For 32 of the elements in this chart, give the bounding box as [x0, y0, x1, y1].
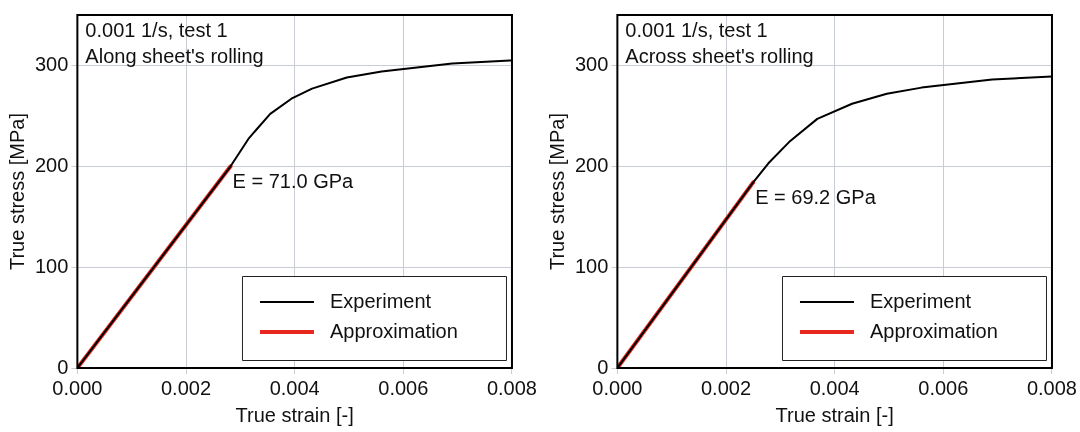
x-tick-label: 0.008	[486, 376, 538, 399]
y-tick-label: 200	[574, 153, 609, 176]
x-axis-title: True strain [-]	[235, 403, 354, 426]
y-tick-label: 300	[34, 52, 69, 75]
y-tick-label: 0	[597, 355, 609, 378]
y-tick-label: 0	[57, 355, 69, 378]
x-tick-label: 0.000	[52, 376, 103, 399]
y-tick-label: 100	[574, 254, 609, 277]
legend-label: Approximation	[329, 319, 458, 342]
annotation: E = 71.0 GPa	[232, 169, 355, 192]
y-tick-label: 200	[34, 153, 69, 176]
x-tick-label: 0.000	[592, 376, 643, 399]
y-tick-label: 300	[574, 52, 609, 75]
x-tick-label: 0.004	[269, 376, 320, 399]
annotation: E = 69.2 GPa	[755, 185, 877, 208]
x-tick-label: 0.002	[160, 376, 212, 399]
y-tick-label: 100	[34, 254, 69, 277]
x-tick-label: 0.006	[918, 376, 969, 399]
y-axis-title: True stress [MPa]	[5, 112, 28, 271]
x-tick-label: 0.004	[809, 376, 860, 399]
annotation: 0.001 1/s, test 1	[625, 18, 768, 41]
x-tick-label: 0.002	[700, 376, 752, 399]
x-tick-label: 0.006	[378, 376, 429, 399]
x-tick-label: 0.008	[1026, 376, 1078, 399]
legend-label: Experiment	[869, 289, 972, 312]
legend-label: Approximation	[869, 319, 998, 342]
legend-label: Experiment	[329, 289, 432, 312]
annotation: Along sheet's rolling	[85, 44, 264, 67]
annotation: 0.001 1/s, test 1	[85, 18, 228, 41]
x-axis-title: True strain [-]	[775, 403, 894, 426]
annotation: Across sheet's rolling	[625, 44, 814, 67]
y-axis-title: True stress [MPa]	[545, 112, 568, 271]
